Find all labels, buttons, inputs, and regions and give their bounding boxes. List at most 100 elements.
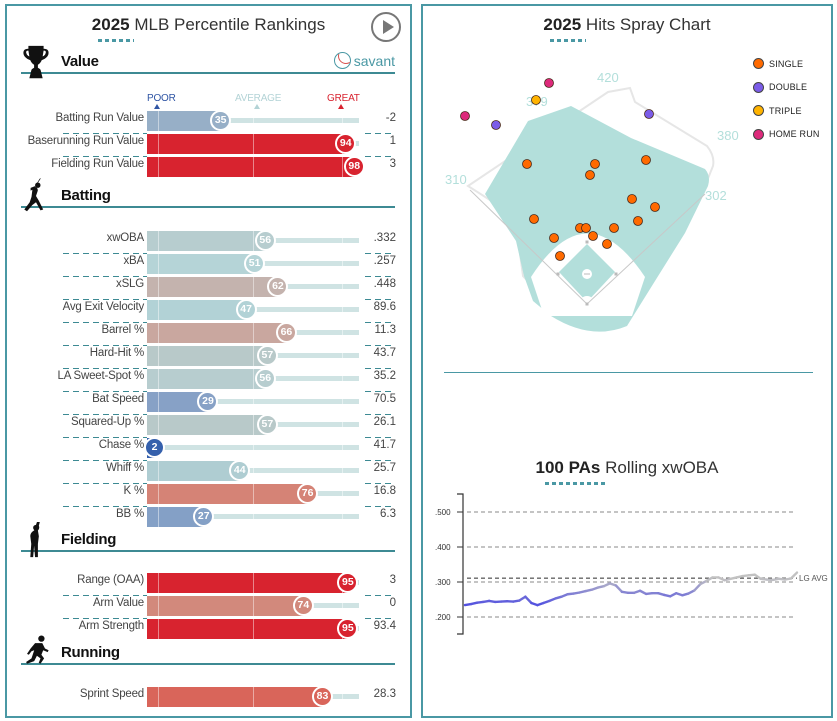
- metric-row[interactable]: Range (OAA) 95 3: [7, 571, 414, 596]
- metric-value: 41.7: [373, 439, 396, 451]
- metric-row[interactable]: Avg Exit Velocity 47 89.6: [7, 298, 414, 323]
- spray-title-underline: [550, 39, 586, 42]
- metric-row[interactable]: Baserunning Run Value 94 1: [7, 132, 414, 157]
- row-divider: [63, 595, 147, 596]
- row-divider: [63, 345, 147, 346]
- home-run-dot-icon: [753, 128, 764, 140]
- metric-value: 93.4: [373, 620, 396, 632]
- metric-value: 43.7: [373, 347, 396, 359]
- metric-label: Barrel %: [101, 324, 145, 336]
- metric-row[interactable]: xBA 51 .257: [7, 252, 414, 277]
- metric-row[interactable]: Chase % 2 41.7: [7, 436, 414, 461]
- section-header-value: Value savant: [21, 44, 395, 79]
- metric-row[interactable]: K % 76 16.8: [7, 482, 414, 507]
- metric-row[interactable]: Barrel % 66 11.3: [7, 321, 414, 346]
- savant-logo[interactable]: savant: [333, 52, 395, 69]
- percentile-bubble: 62: [267, 276, 289, 297]
- row-divider: [365, 618, 395, 619]
- bar-tick: [157, 323, 159, 343]
- batter-icon: [21, 178, 51, 214]
- play-button[interactable]: [371, 12, 401, 42]
- percentile-bar: [147, 254, 256, 274]
- bar-tick: [253, 111, 254, 131]
- hit-dot-single: [609, 223, 619, 233]
- spray-chart: 310379420380302: [445, 70, 739, 332]
- percentile-bar: [147, 323, 287, 343]
- metric-value: 35.2: [373, 370, 396, 382]
- percentile-bubble: 29: [197, 391, 219, 412]
- y-tick-label: .500: [435, 508, 451, 517]
- row-divider: [63, 391, 147, 392]
- metric-row[interactable]: Whiff % 44 25.7: [7, 459, 414, 484]
- bar-tick: [157, 369, 159, 389]
- metric-value: 16.8: [373, 485, 396, 497]
- bar-tick: [157, 392, 159, 412]
- metric-row[interactable]: LA Sweet-Spot % 56 35.2: [7, 367, 414, 392]
- legend-item-double: DOUBLE: [753, 76, 820, 100]
- xwoba-line-segment: [524, 595, 533, 605]
- hit-dot-single: [627, 194, 637, 204]
- percentile-bubble: 83: [311, 686, 333, 707]
- metric-row[interactable]: BB % 27 6.3: [7, 505, 414, 528]
- row-divider: [63, 483, 147, 484]
- title-text: MLB Percentile Rankings: [129, 15, 326, 34]
- bar-tick: [157, 573, 159, 593]
- metric-row[interactable]: xwOBA 56 .332: [7, 229, 414, 254]
- row-divider: [365, 506, 395, 507]
- percentile-bar: [147, 461, 241, 481]
- hit-dot-home-run: [544, 78, 554, 88]
- metric-row[interactable]: Hard-Hit % 57 43.7: [7, 344, 414, 369]
- metric-label: Avg Exit Velocity: [62, 301, 145, 313]
- scale-great-label: GREAT: [327, 93, 360, 104]
- percentile-bubble: 95: [337, 572, 359, 593]
- runner-icon: [21, 635, 51, 671]
- bar-tick: [342, 231, 344, 251]
- row-divider: [63, 253, 147, 254]
- bar-tick: [253, 346, 254, 366]
- bar-tick: [342, 346, 344, 366]
- row-divider: [63, 322, 147, 323]
- metric-label: Squared-Up %: [70, 416, 144, 428]
- double-dot-icon: [753, 81, 764, 93]
- single-dot-icon: [753, 58, 764, 70]
- bar-tick: [253, 392, 254, 412]
- percentile-bubble: 74: [292, 595, 314, 616]
- row-divider: [365, 156, 395, 157]
- second-base: [585, 240, 589, 244]
- bar-tick: [253, 277, 254, 297]
- percentile-bar: [147, 111, 222, 131]
- metric-row[interactable]: Arm Strength 95 93.4: [7, 617, 414, 640]
- metric-row[interactable]: Arm Value 74 0: [7, 594, 414, 619]
- metric-row[interactable]: xSLG 62 .448: [7, 275, 414, 300]
- legend-label: SINGLE: [769, 58, 804, 69]
- percentile-bar: [147, 134, 347, 154]
- percentile-bar: [147, 277, 279, 297]
- percentile-rankings-panel: 2025 MLB Percentile Rankings POOR AVERAGE…: [5, 4, 412, 718]
- metric-row[interactable]: Squared-Up % 57 26.1: [7, 413, 414, 438]
- bar-tick: [157, 346, 159, 366]
- row-divider: [365, 133, 395, 134]
- metric-row[interactable]: Batting Run Value 35 -2: [7, 109, 414, 134]
- hit-dot-single: [549, 233, 559, 243]
- percentile-track: [147, 468, 359, 473]
- metric-row[interactable]: Sprint Speed 83 28.3: [7, 685, 414, 708]
- percentile-bubble: 57: [256, 345, 278, 366]
- section-title: Running: [61, 644, 120, 661]
- bar-tick: [253, 596, 254, 616]
- hit-dot-double: [644, 109, 654, 119]
- row-divider: [63, 368, 147, 369]
- metric-value: 25.7: [373, 462, 396, 474]
- metric-row[interactable]: Bat Speed 29 70.5: [7, 390, 414, 415]
- bar-tick: [253, 323, 254, 343]
- row-divider: [63, 618, 147, 619]
- bar-tick: [342, 300, 344, 320]
- row-divider: [365, 414, 395, 415]
- metric-row[interactable]: Fielding Run Value 98 3: [7, 155, 414, 178]
- trophy-icon: [21, 44, 51, 80]
- percentile-bar: [147, 596, 304, 616]
- xwoba-line-segment: [614, 584, 624, 594]
- hit-dot-single: [585, 170, 595, 180]
- legend-label: DOUBLE: [769, 82, 808, 93]
- metric-label: Whiff %: [105, 462, 144, 474]
- metric-value: 6.3: [380, 508, 396, 520]
